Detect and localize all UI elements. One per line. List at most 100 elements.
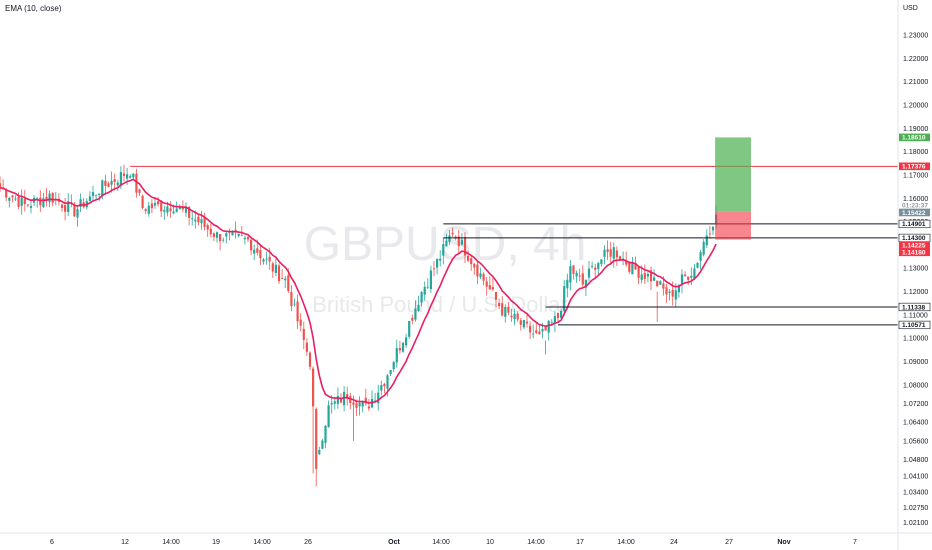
time-tick-label: 14:00 [432,539,450,546]
candle-body [237,233,240,236]
candle-body [467,255,470,261]
candle-body [401,342,405,352]
candle-body [132,173,135,178]
time-tick-label: 27 [725,539,733,546]
candle-body [17,196,20,207]
candle-body [281,278,284,279]
candle-body [209,228,212,235]
candle-body [529,325,532,333]
price-tick-label: 1.06400 [903,420,928,427]
candle-body [550,322,553,324]
candle-body [600,259,603,265]
candle-body [544,326,547,331]
candle-body [352,402,355,405]
price-tick-label: 1.16000 [903,196,928,203]
candle-body [389,369,392,375]
candle-body [169,208,172,212]
candle-body [135,173,138,193]
candle-body [501,303,504,316]
candle-body [290,292,293,307]
candle-body [405,337,408,346]
candle-body [367,406,370,409]
candle-body [525,321,529,324]
price-tag-label: 1.17376 [902,164,926,171]
price-tags: 1.18610 1.17376 01:23:371.15422 1.14901 1.14… [898,133,931,329]
candle-body [333,401,336,404]
candle-body [451,232,454,235]
price-tick-label: 1.23000 [903,32,928,39]
candle-body [104,180,107,186]
candle-body [203,216,206,227]
candle-body [20,197,23,206]
price-tick-label: 1.22000 [903,56,928,63]
take-profit-zone [715,137,751,212]
watermark-symbol: GBPUSD, 4h [304,218,587,271]
candle-body [479,273,482,277]
time-tick-label: 12 [121,539,129,546]
candle-body [336,396,339,404]
symbol-watermark: GBPUSD, 4h British Pound / U.S. Dollar [304,218,587,317]
candle-body [578,275,581,277]
candle-body [684,274,687,277]
candle-body [222,239,225,241]
candle-body [305,342,308,352]
candle-body [377,392,380,404]
candle-body [566,279,569,289]
candle-body [296,301,299,322]
candle-body [569,266,572,283]
candle-body [361,401,364,407]
candle-body [690,275,693,278]
candle-body [628,261,631,272]
candle-body [423,286,426,295]
candle-body [581,273,584,285]
candle-body [315,408,318,469]
candle-body [587,268,591,278]
candle-body [116,182,119,186]
candle-body [408,320,411,337]
time-axis[interactable]: 6 12 14:00 19 14:00 26 Oct 14:00 10 14:00 17 14:00 2… [0,532,932,546]
candle-body [532,333,535,335]
candle-body [470,258,473,265]
candle-body [153,203,157,206]
candle-body [274,264,277,273]
candle-body [563,286,566,312]
candle-body [107,183,110,188]
candle-body [584,280,587,288]
plot-area[interactable] [0,137,898,487]
candle-body [711,226,715,231]
candle-body [380,385,383,391]
candle-body [206,224,209,230]
candle-body [88,196,91,201]
price-tick-label: 1.18000 [903,149,928,156]
candle-body [448,235,451,242]
candle-body [597,263,600,270]
candle-body [215,232,219,238]
candle-body [293,303,296,305]
price-axis[interactable]: USD 1.230001.220001.210001.200001.190001… [897,0,928,550]
candle-body [637,266,640,278]
candle-body [129,176,132,178]
candle-body [91,192,95,196]
candle-body [510,315,513,318]
candle-body [110,180,113,185]
candle-body [541,328,544,332]
indicator-legend[interactable]: EMA (10, close) [5,4,62,13]
price-tick-label: 1.12000 [903,289,928,296]
time-tick-label: 26 [304,539,312,546]
candle-body [0,183,2,188]
candle-body [138,189,141,193]
candle-body [240,235,243,237]
candle-body [457,236,460,247]
candle-body [122,173,126,177]
price-tag [899,133,930,142]
candle-body [649,270,653,282]
candle-body [101,180,104,197]
candle-body [498,303,501,307]
candle-body [5,189,8,198]
price-tick-label: 1.04100 [903,473,928,480]
candle-body [386,375,389,389]
candle-body [346,394,349,399]
candle-body [507,306,510,313]
price-tick-label: 1.05600 [903,438,928,445]
